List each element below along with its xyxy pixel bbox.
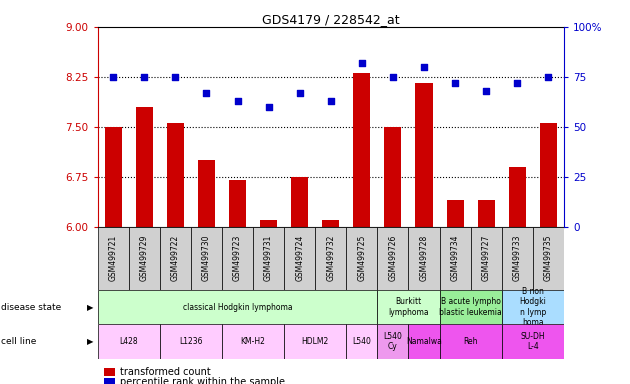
Bar (98, 324, 160, 359)
Point (202, 90, 212, 96)
Bar (229, 180, 246, 227)
Text: GSM499730: GSM499730 (202, 235, 211, 281)
Bar (471, 227, 501, 290)
Bar (501, 227, 533, 290)
Bar (415, 83, 433, 227)
Text: disease state: disease state (1, 303, 61, 312)
Bar (447, 200, 464, 227)
Text: L1236: L1236 (179, 337, 203, 346)
Bar (284, 227, 315, 290)
Text: GSM499733: GSM499733 (513, 235, 522, 281)
Text: GSM499734: GSM499734 (450, 235, 459, 281)
Bar (315, 227, 346, 290)
Point (326, 98, 336, 104)
Bar (384, 127, 401, 227)
Bar (501, 324, 564, 359)
Bar (260, 220, 277, 227)
Text: Namalwa: Namalwa (406, 337, 442, 346)
Point (108, 74, 118, 80)
Bar (222, 227, 253, 290)
Bar (160, 227, 191, 290)
Point (357, 60, 367, 66)
Text: ▶: ▶ (87, 337, 93, 346)
Point (419, 64, 429, 70)
Bar (501, 290, 564, 324)
Text: B non
Hodgki
n lymp
homa: B non Hodgki n lymp homa (519, 287, 546, 327)
Text: transformed count: transformed count (120, 367, 210, 377)
Text: HDLM2: HDLM2 (302, 337, 329, 346)
Text: classical Hodgkin lymphoma: classical Hodgkin lymphoma (183, 303, 292, 312)
Bar (160, 324, 222, 359)
Text: GSM499725: GSM499725 (357, 235, 366, 281)
Text: percentile rank within the sample: percentile rank within the sample (120, 377, 285, 384)
Bar (377, 290, 440, 324)
Text: GSM499721: GSM499721 (109, 235, 118, 281)
Point (450, 80, 460, 86)
Text: GSM499724: GSM499724 (295, 235, 304, 281)
Title: GDS4179 / 228542_at: GDS4179 / 228542_at (262, 13, 399, 26)
Bar (533, 227, 564, 290)
Point (481, 88, 491, 94)
Bar (508, 167, 526, 227)
Text: KM-H2: KM-H2 (241, 337, 265, 346)
Bar (167, 123, 184, 227)
Bar (408, 324, 440, 359)
Bar (377, 227, 408, 290)
Text: B acute lympho
blastic leukemia: B acute lympho blastic leukemia (439, 298, 502, 317)
Text: GSM499727: GSM499727 (482, 235, 491, 281)
Text: Burkitt
lymphoma: Burkitt lymphoma (388, 298, 429, 317)
Text: GSM499723: GSM499723 (233, 235, 242, 281)
Text: L540
Cy: L540 Cy (384, 332, 403, 351)
Point (295, 90, 305, 96)
Bar (291, 177, 308, 227)
Text: GSM499732: GSM499732 (326, 235, 335, 281)
Text: GSM499722: GSM499722 (171, 235, 180, 281)
Bar (105, 127, 122, 227)
Bar (346, 324, 377, 359)
Point (543, 74, 553, 80)
Bar (353, 73, 370, 227)
Bar (346, 227, 377, 290)
Point (139, 74, 149, 80)
Bar (129, 227, 160, 290)
Bar (284, 324, 346, 359)
Text: Reh: Reh (463, 337, 478, 346)
Bar (478, 200, 495, 227)
Bar (135, 107, 153, 227)
Text: GSM499735: GSM499735 (544, 235, 553, 281)
Bar (440, 324, 501, 359)
Point (512, 80, 522, 86)
Bar (408, 227, 440, 290)
Point (170, 74, 180, 80)
Bar (440, 290, 501, 324)
Bar (540, 123, 557, 227)
Bar (222, 324, 284, 359)
Bar (377, 324, 408, 359)
Text: ▶: ▶ (87, 303, 93, 312)
Text: L540: L540 (352, 337, 371, 346)
Text: SU-DH
L-4: SU-DH L-4 (520, 332, 545, 351)
Point (232, 98, 243, 104)
Text: L428: L428 (120, 337, 138, 346)
Bar (322, 220, 340, 227)
Point (388, 74, 398, 80)
Text: cell line: cell line (1, 337, 36, 346)
Point (263, 104, 273, 110)
Bar (98, 227, 129, 290)
Text: GSM499729: GSM499729 (140, 235, 149, 281)
Text: GSM499728: GSM499728 (420, 235, 428, 281)
Bar (98, 290, 377, 324)
Bar (440, 227, 471, 290)
Text: GSM499731: GSM499731 (264, 235, 273, 281)
Bar (191, 227, 222, 290)
Bar (198, 160, 215, 227)
Bar (253, 227, 284, 290)
Text: GSM499726: GSM499726 (389, 235, 398, 281)
